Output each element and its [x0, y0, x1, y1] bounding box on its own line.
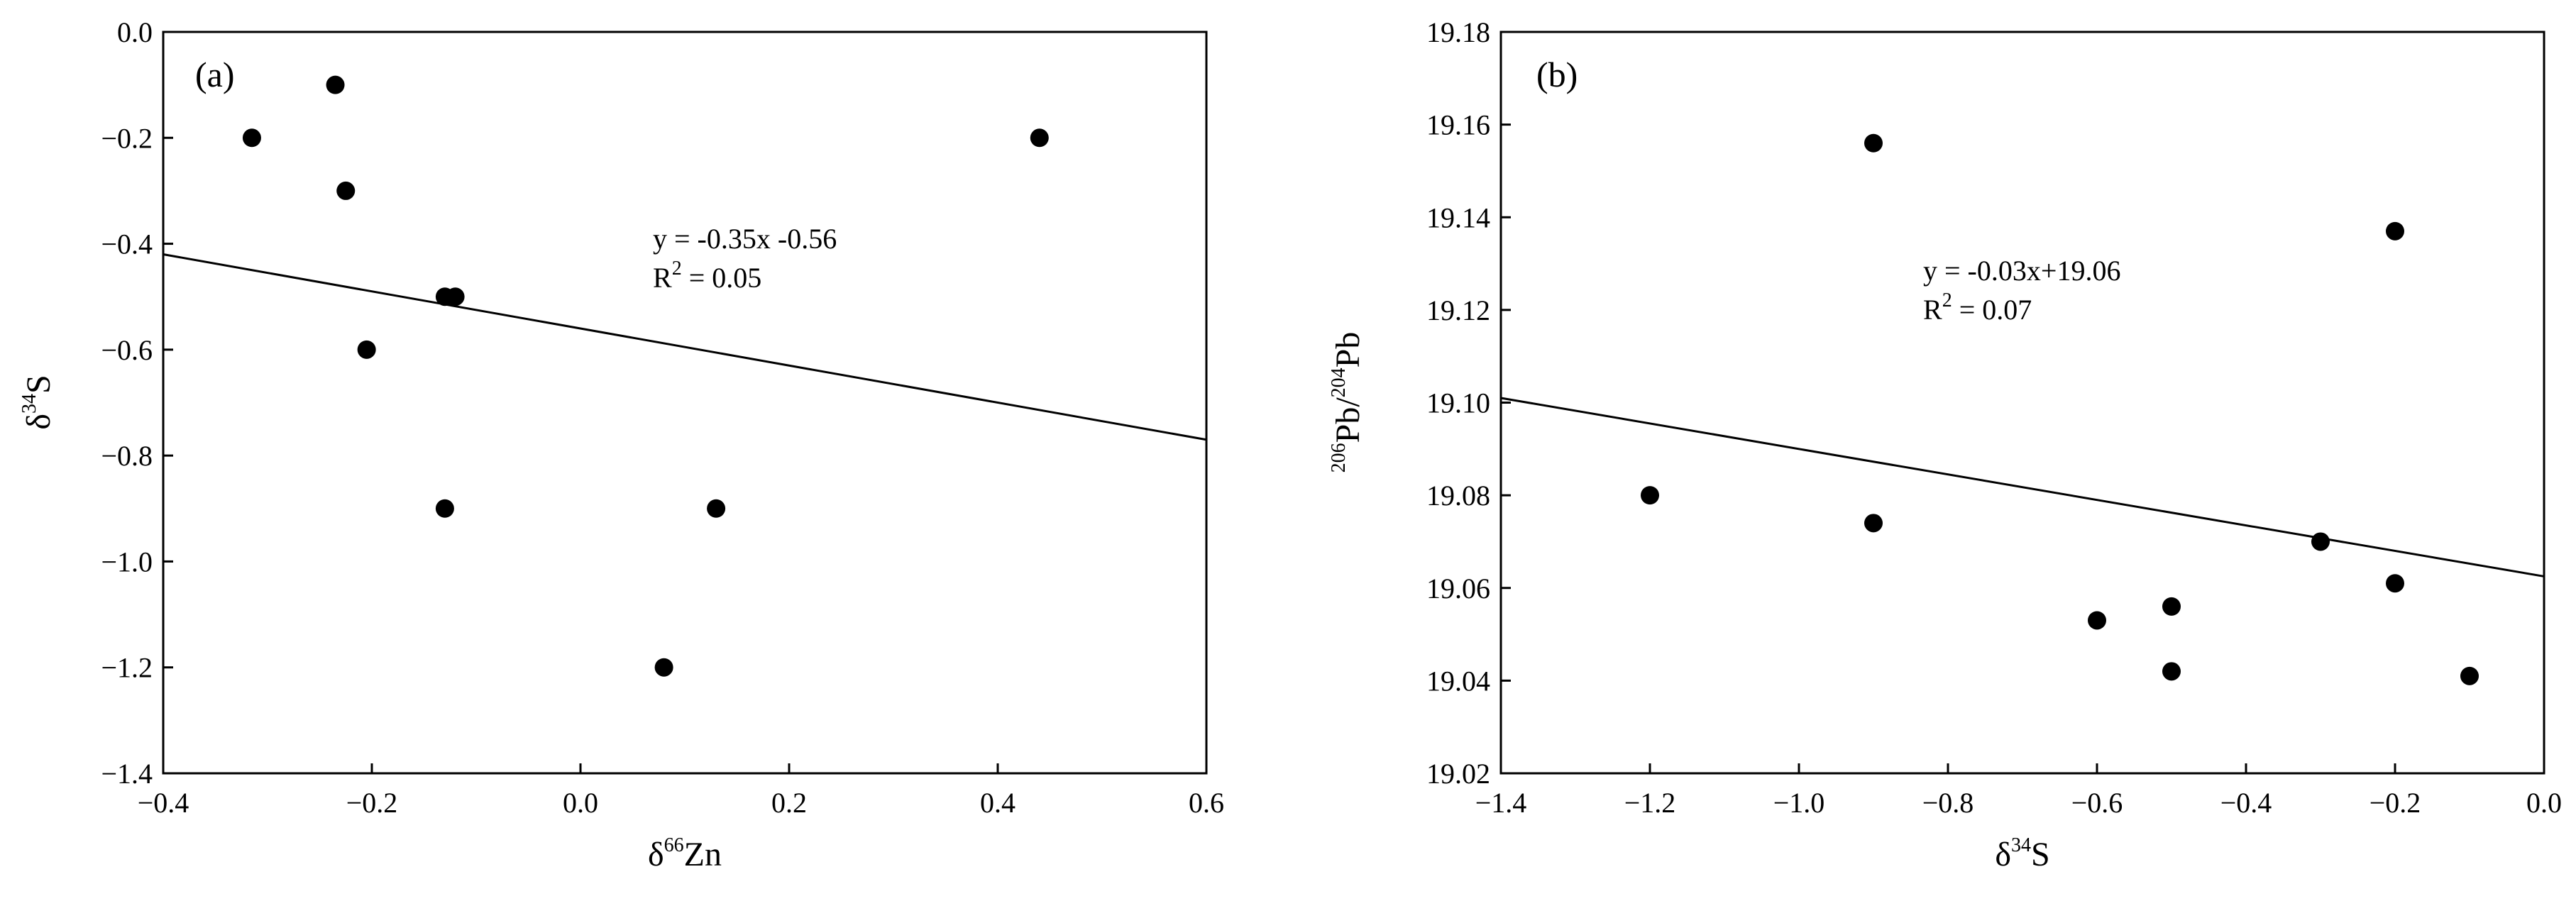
panel-a-x-tick-label: 0.4: [980, 787, 1015, 819]
panel-b-ylabel: 206Pb/204Pb: [1328, 332, 1367, 473]
panel-a-ylabel-sup: 34: [18, 394, 40, 414]
panel-a-plot-frame: [162, 31, 1208, 775]
panel-b-ylabel-sup1: 206: [1328, 443, 1350, 472]
panel-a-y-tick-label: −1.0: [101, 546, 153, 577]
panel-b-x-tick-label: −1.0: [1773, 787, 1825, 819]
panel-b-xlabel-prefix: δ: [1995, 836, 2011, 873]
panel-b-x-tick-label: 0.0: [2526, 787, 2562, 819]
panel-a-r2: R2 = 0.05: [653, 258, 761, 294]
panel-a-xlabel-prefix: δ: [648, 836, 664, 873]
panel-b-ylabel-sup2: 204: [1328, 367, 1350, 397]
panel-b-ylabel-mid: Pb/: [1329, 397, 1367, 443]
panel-b-data-point: [2311, 532, 2330, 551]
panel-a-data-point: [1030, 128, 1049, 148]
panel-b-y-tick-label: 19.06: [1426, 573, 1490, 604]
panel-b-y-tick-label: 19.04: [1426, 665, 1490, 697]
panel-b-x-tick-label: −1.4: [1475, 787, 1527, 819]
panel-b-x-tick-label: −0.2: [2369, 787, 2421, 819]
panel-a-y-tick-label: −0.2: [101, 122, 153, 154]
panel-a-x-tick-label: −0.4: [138, 787, 189, 819]
panel-b-data-point: [2386, 574, 2404, 593]
panel-b-fit-line-group: [1500, 397, 2545, 577]
panel-a-data-point: [357, 340, 376, 359]
panel-b-label: (b): [1536, 55, 1578, 94]
panel-a-ylabel-suffix: S: [20, 375, 57, 394]
panel-a-x-tick-label: 0.2: [771, 787, 807, 819]
panel-b-x-tick-label: −0.4: [2220, 787, 2272, 819]
panel-b-r2-suffix: = 0.07: [1952, 294, 2032, 326]
panel-a-data-point: [336, 181, 356, 200]
panel-a-y-tick-label: −0.8: [101, 440, 153, 472]
panel-a-y-tick-label: −0.4: [101, 228, 153, 260]
panel-a-xlabel-suffix: Zn: [684, 836, 722, 873]
panel-a-r2-prefix: R: [653, 262, 672, 294]
panel-a-y-tick-label: 0.0: [117, 16, 153, 48]
panel-b-ylabel-suffix: Pb: [1329, 332, 1367, 368]
panel-b-data-points: [1641, 133, 2479, 685]
panel-b-data-point: [2386, 221, 2404, 241]
panel-b-y-tick-label: 19.10: [1426, 387, 1490, 419]
panel-b-y-tick-label: 19.12: [1426, 294, 1490, 326]
panel-a-data-point: [435, 499, 454, 518]
panel-b-y-tick-label: 19.08: [1426, 480, 1490, 512]
panel-b-xlabel: δ34S: [1995, 834, 2049, 873]
panel-b-y-tick-label: 19.16: [1426, 109, 1490, 141]
panel-a-data-point: [446, 287, 465, 306]
panel-b-x-tick-label: −0.6: [2071, 787, 2123, 819]
panel-b-data-point: [1641, 486, 1659, 505]
panel-a-axes: −0.4 −0.2 0.0 0.2 0.4 0.6 0.0 −0.2 −0.4 −0.6 −0.8 −…: [101, 16, 1224, 819]
panel-b-scatter: −1.4 −1.2 −1.0 −0.8 −0.6 −0.4 −0.2 0.0 19.02 19.0…: [1328, 16, 2562, 873]
panel-a-equation: y = -0.35x -0.56: [653, 223, 837, 255]
panel-b-y-tick-label: 19.14: [1426, 201, 1490, 233]
panel-b-fit-line: [1500, 397, 2545, 577]
panel-a-x-tick-label: −0.2: [346, 787, 398, 819]
panel-b-r2-prefix: R: [1923, 294, 1942, 326]
panel-a-x-tick-label: 0.0: [563, 787, 598, 819]
panel-a-ylabel: δ34S: [18, 375, 57, 429]
panel-a-y-tick-label: −0.6: [101, 334, 153, 366]
panel-b-data-point: [2460, 666, 2479, 685]
panel-b-data-point: [2088, 611, 2106, 630]
panel-b-y-tick-label: 19.18: [1426, 16, 1490, 48]
panel-b-axes: −1.4 −1.2 −1.0 −0.8 −0.6 −0.4 −0.2 0.0 19.02 19.0…: [1426, 16, 2562, 819]
panel-a-label: (a): [195, 55, 235, 94]
panel-a-r2-suffix: = 0.05: [682, 262, 762, 294]
panel-b-data-point: [2162, 662, 2181, 681]
panel-b-data-point: [1864, 514, 1883, 533]
panel-a-fit-line-group: [163, 253, 1207, 441]
panel-a-y-tick-label: −1.2: [101, 652, 153, 684]
panel-b-r2: R2 = 0.07: [1923, 289, 2032, 326]
panel-b-xlabel-sup: 34: [2011, 834, 2031, 856]
panel-a-y-tick-label: −1.4: [101, 758, 153, 790]
panel-b-x-tick-label: −1.2: [1624, 787, 1676, 819]
panel-a-xlabel-sup: 66: [664, 834, 684, 856]
panel-a-data-point: [707, 499, 726, 518]
panel-b-xlabel-suffix: S: [2031, 836, 2050, 873]
panel-b-plot-frame: [1499, 31, 2545, 775]
panel-a-x-tick-label: 0.6: [1189, 787, 1224, 819]
panel-a-fit-line: [163, 253, 1207, 441]
panel-a-data-point: [242, 128, 261, 148]
panel-b-x-tick-label: −0.8: [1922, 787, 1974, 819]
panel-a-data-points: [242, 75, 1049, 677]
panel-a-xlabel: δ66Zn: [648, 834, 722, 873]
panel-b-r2-sup: 2: [1942, 289, 1952, 311]
panel-b-equation: y = -0.03x+19.06: [1923, 255, 2120, 287]
panel-a-r2-sup: 2: [672, 258, 682, 280]
panel-b-data-point: [2162, 597, 2181, 616]
panel-b-data-point: [1864, 133, 1883, 153]
panel-a-ylabel-prefix: δ: [20, 414, 57, 430]
panel-a-data-point: [326, 75, 345, 94]
panel-a-data-point: [654, 658, 673, 677]
panel-b-y-tick-label: 19.02: [1426, 758, 1490, 790]
panel-a-scatter: −0.4 −0.2 0.0 0.2 0.4 0.6 0.0 −0.2 −0.4 −0.6 −0.8 −…: [18, 16, 1224, 873]
